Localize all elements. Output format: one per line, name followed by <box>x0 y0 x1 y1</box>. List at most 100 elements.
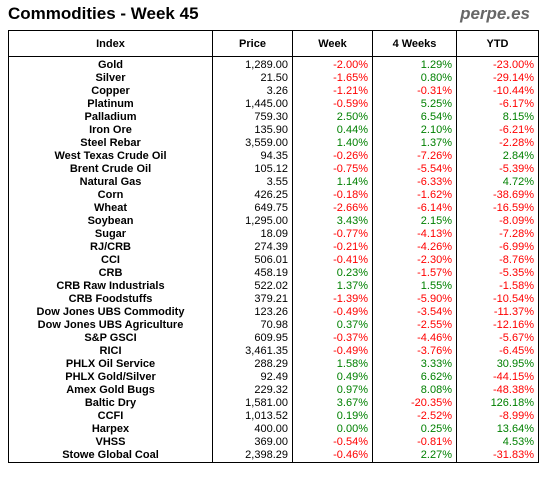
week-change-cell: -0.75% <box>292 163 373 176</box>
week-change-cell: -1.21% <box>292 85 373 98</box>
table-row: Baltic Dry 1,581.00 3.67% -20.35% 126.18% <box>8 397 539 410</box>
table-row: CCFI 1,013.52 0.19% -2.52% -8.99% <box>8 410 539 423</box>
ytd-change-cell: 2.84% <box>456 150 539 163</box>
four-week-change-cell: 2.10% <box>372 124 457 137</box>
price-cell: 506.01 <box>212 254 293 267</box>
four-week-change-cell: -1.62% <box>372 189 457 202</box>
four-week-change-cell: -6.33% <box>372 176 457 189</box>
price-cell: 229.32 <box>212 384 293 397</box>
week-change-cell: -0.49% <box>292 306 373 319</box>
week-change-cell: -0.41% <box>292 254 373 267</box>
table-row: Corn 426.25 -0.18% -1.62% -38.69% <box>8 189 539 202</box>
ytd-change-cell: 8.15% <box>456 111 539 124</box>
table-row: Sugar 18.09 -0.77% -4.13% -7.28% <box>8 228 539 241</box>
table-row: Copper 3.26 -1.21% -0.31% -10.44% <box>8 85 539 98</box>
price-cell: 94.35 <box>212 150 293 163</box>
ytd-change-cell: -11.37% <box>456 306 539 319</box>
week-change-cell: 3.43% <box>292 215 373 228</box>
index-cell: CRB Raw Industrials <box>8 280 213 293</box>
price-cell: 105.12 <box>212 163 293 176</box>
index-cell: Dow Jones UBS Commodity <box>8 306 213 319</box>
four-week-change-cell: -4.46% <box>372 332 457 345</box>
price-cell: 70.98 <box>212 319 293 332</box>
index-cell: Amex Gold Bugs <box>8 384 213 397</box>
ytd-change-cell: -5.39% <box>456 163 539 176</box>
week-change-cell: 0.49% <box>292 371 373 384</box>
price-cell: 274.39 <box>212 241 293 254</box>
ytd-change-cell: -29.14% <box>456 72 539 85</box>
ytd-change-cell: -6.45% <box>456 345 539 358</box>
four-week-change-cell: -5.90% <box>372 293 457 306</box>
index-cell: Sugar <box>8 228 213 241</box>
header-row: Index Price Week 4 Weeks YTD <box>8 30 539 57</box>
week-change-cell: 0.19% <box>292 410 373 423</box>
price-cell: 1,289.00 <box>212 56 293 72</box>
column-header-week: Week <box>292 30 373 57</box>
column-header-price: Price <box>212 30 293 57</box>
table-row: Gold 1,289.00 -2.00% 1.29% -23.00% <box>8 56 539 72</box>
ytd-change-cell: -8.99% <box>456 410 539 423</box>
four-week-change-cell: 0.25% <box>372 423 457 436</box>
four-week-change-cell: -4.13% <box>372 228 457 241</box>
column-header-index: Index <box>8 30 213 57</box>
price-cell: 135.90 <box>212 124 293 137</box>
price-cell: 369.00 <box>212 436 293 449</box>
week-change-cell: -0.21% <box>292 241 373 254</box>
week-change-cell: -0.49% <box>292 345 373 358</box>
ytd-change-cell: 4.53% <box>456 436 539 449</box>
ytd-change-cell: -5.67% <box>456 332 539 345</box>
four-week-change-cell: -6.14% <box>372 202 457 215</box>
table-row: West Texas Crude Oil 94.35 -0.26% -7.26% 2.8… <box>8 150 539 163</box>
table-row: Dow Jones UBS Agriculture 70.98 0.37% -2.55… <box>8 319 539 332</box>
commodities-table: Index Price Week 4 Weeks YTD Gold 1,289.0… <box>8 30 539 463</box>
ytd-change-cell: -6.99% <box>456 241 539 254</box>
four-week-change-cell: -3.76% <box>372 345 457 358</box>
price-cell: 123.26 <box>212 306 293 319</box>
ytd-change-cell: -2.28% <box>456 137 539 150</box>
table-row: Palladium 759.30 2.50% 6.54% 8.15% <box>8 111 539 124</box>
price-cell: 3.26 <box>212 85 293 98</box>
price-cell: 92.49 <box>212 371 293 384</box>
ytd-change-cell: 126.18% <box>456 397 539 410</box>
week-change-cell: -1.65% <box>292 72 373 85</box>
index-cell: CCFI <box>8 410 213 423</box>
four-week-change-cell: 0.80% <box>372 72 457 85</box>
price-cell: 21.50 <box>212 72 293 85</box>
week-change-cell: 1.58% <box>292 358 373 371</box>
four-week-change-cell: -5.54% <box>372 163 457 176</box>
four-week-change-cell: -0.31% <box>372 85 457 98</box>
four-week-change-cell: 1.37% <box>372 137 457 150</box>
table-row: S&P GSCI 609.95 -0.37% -4.46% -5.67% <box>8 332 539 345</box>
week-change-cell: 0.97% <box>292 384 373 397</box>
index-cell: Iron Ore <box>8 124 213 137</box>
table-row: Dow Jones UBS Commodity 123.26 -0.49% -3.54… <box>8 306 539 319</box>
ytd-change-cell: -38.69% <box>456 189 539 202</box>
ytd-change-cell: -10.44% <box>456 85 539 98</box>
table-row: Natural Gas 3.55 1.14% -6.33% 4.72% <box>8 176 539 189</box>
price-cell: 2,398.29 <box>212 449 293 463</box>
index-cell: CCI <box>8 254 213 267</box>
ytd-change-cell: 30.95% <box>456 358 539 371</box>
four-week-change-cell: -2.55% <box>372 319 457 332</box>
four-week-change-cell: 3.33% <box>372 358 457 371</box>
week-change-cell: 2.50% <box>292 111 373 124</box>
price-cell: 3,461.35 <box>212 345 293 358</box>
table-row: CRB Foodstuffs 379.21 -1.39% -5.90% -10.54% <box>8 293 539 306</box>
price-cell: 3,559.00 <box>212 137 293 150</box>
table-row: CRB 458.19 0.23% -1.57% -5.35% <box>8 267 539 280</box>
ytd-change-cell: 13.64% <box>456 423 539 436</box>
index-cell: CRB Foodstuffs <box>8 293 213 306</box>
four-week-change-cell: -3.54% <box>372 306 457 319</box>
week-change-cell: -0.26% <box>292 150 373 163</box>
index-cell: West Texas Crude Oil <box>8 150 213 163</box>
four-week-change-cell: -2.52% <box>372 410 457 423</box>
week-change-cell: 0.44% <box>292 124 373 137</box>
table-row: Brent Crude Oil 105.12 -0.75% -5.54% -5.39% <box>8 163 539 176</box>
table-row: PHLX Gold/Silver 92.49 0.49% 6.62% -44.15% <box>8 371 539 384</box>
ytd-change-cell: -31.83% <box>456 449 539 463</box>
index-cell: Gold <box>8 56 213 72</box>
index-cell: Copper <box>8 85 213 98</box>
four-week-change-cell: -2.30% <box>372 254 457 267</box>
table-body: Gold 1,289.00 -2.00% 1.29% -23.00% Silver 21.5… <box>8 56 539 463</box>
index-cell: VHSS <box>8 436 213 449</box>
